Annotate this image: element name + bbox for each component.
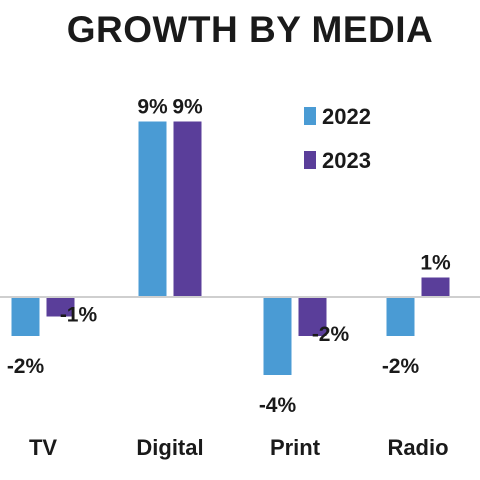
data-label-radio-2023: 1% xyxy=(420,252,451,275)
category-label-print: Print xyxy=(270,435,321,460)
data-label-digital-2022: 9% xyxy=(137,96,168,119)
data-label-print-2023: -2% xyxy=(312,323,350,346)
chart-title: GROWTH BY MEDIA xyxy=(67,9,434,50)
bar-radio-2023 xyxy=(421,277,450,297)
bar-digital-2022 xyxy=(138,121,167,297)
legend: 2022 2023 xyxy=(304,104,371,173)
legend-label-2022: 2022 xyxy=(322,104,371,129)
data-label-radio-2022: -2% xyxy=(382,355,420,378)
data-label-digital-2023: 9% xyxy=(172,96,203,119)
data-label-print-2022: -4% xyxy=(259,394,297,417)
category-label-digital: Digital xyxy=(136,435,203,460)
legend-swatch-2023 xyxy=(304,151,316,169)
labels-layer: -2% -1% TV 9% 9% Digital -4% -2% Print -2% 1% Radio xyxy=(7,96,451,461)
bar-print-2023 xyxy=(298,297,327,336)
bar-digital-2023 xyxy=(173,121,202,297)
bar-tv-2022 xyxy=(11,297,40,336)
data-label-tv-2023: -1% xyxy=(60,304,98,327)
category-label-radio: Radio xyxy=(387,435,448,460)
bar-tv-2023 xyxy=(46,297,75,317)
category-label-tv: TV xyxy=(29,435,57,460)
legend-swatch-2022 xyxy=(304,107,316,125)
bar-print-2022 xyxy=(263,297,292,375)
legend-label-2023: 2023 xyxy=(322,148,371,173)
bar-radio-2022 xyxy=(386,297,415,336)
bars-layer xyxy=(11,121,450,375)
data-label-tv-2022: -2% xyxy=(7,355,45,378)
